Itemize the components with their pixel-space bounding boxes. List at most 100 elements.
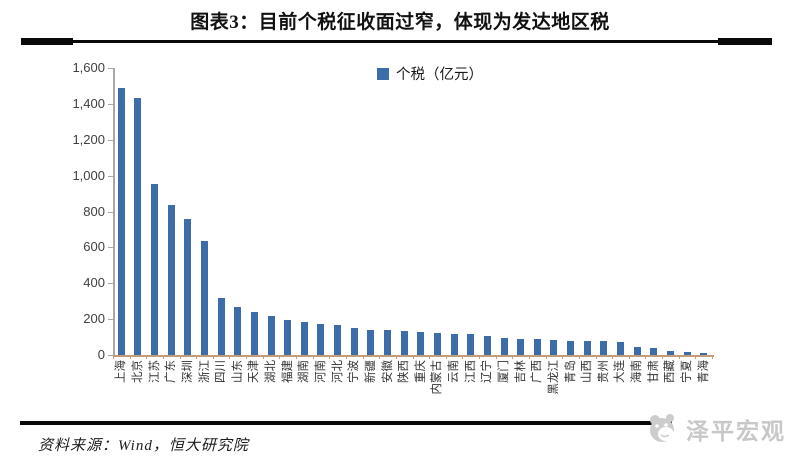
x-axis-tick [495,355,497,359]
x-axis-tick [146,355,148,359]
y-axis-label: 200 [83,311,105,327]
bar [234,307,242,355]
x-axis-tick [662,355,664,359]
x-axis-label: 贵州 [597,360,610,383]
bar [550,340,558,355]
x-axis-tick [129,355,131,359]
x-axis-tick [179,355,181,359]
y-axis-tick [108,139,113,141]
x-axis-label: 河北 [331,360,344,383]
x-axis-label: 山西 [581,360,594,383]
x-axis-label: 青海 [697,360,710,383]
x-axis-tick [229,355,231,359]
bar [184,219,192,355]
bar [517,339,525,355]
y-axis-line [113,68,115,357]
bar [500,338,508,355]
bar [384,330,392,355]
bar [167,205,175,355]
x-axis-tick [528,355,530,359]
x-axis-tick [595,355,597,359]
bar [650,348,658,355]
x-axis-label: 宁夏 [681,360,694,383]
x-axis-tick [246,355,248,359]
y-axis-label: 1,600 [72,60,105,75]
x-axis-label: 宁波 [348,360,361,383]
bar [666,351,674,355]
figure-title: 图表3：目前个税征收面过窄，体现为发达地区税 [190,12,610,33]
bar [583,341,591,355]
x-axis-label: 江西 [464,360,477,383]
panda-logo-icon [650,414,674,442]
divider-cap-right [718,38,772,45]
x-axis-label: 天津 [248,360,261,383]
y-axis-label: 1,000 [72,167,105,183]
bar [367,330,375,355]
top-divider [0,37,800,46]
bar [134,98,142,355]
bar [700,353,708,355]
legend-marker-icon [377,67,389,80]
x-axis-label: 内蒙古 [431,360,444,395]
x-axis-tick [628,355,630,359]
bottom-divider [20,421,672,425]
bar [433,333,441,355]
bar [417,332,425,355]
bar [267,316,275,355]
x-axis-label: 新疆 [364,360,377,383]
x-axis-tick [296,355,298,359]
x-axis-tick [712,355,713,359]
legend-label: 个税（亿元） [396,67,483,83]
x-axis-label: 安徽 [381,360,394,383]
x-axis-label: 山东 [231,360,244,383]
x-axis-label: 广西 [531,360,544,383]
bar [151,184,159,355]
bar [350,328,358,355]
x-axis-label: 黑龙江 [547,360,560,395]
bar [533,339,541,355]
x-axis-tick [578,355,580,359]
x-axis-tick [445,355,447,359]
y-axis-label: 1,400 [72,95,105,111]
y-axis-tick [108,247,113,249]
x-axis-label: 河南 [314,360,327,383]
x-axis-label: 陕西 [398,360,411,383]
bar [284,320,292,355]
chart-legend: 个税（亿元） [377,63,483,84]
x-axis-tick [645,355,647,359]
source-note: 资料来源：Wind，恒大研究院 [38,438,249,454]
bar [616,342,624,355]
x-axis-label: 北京 [131,360,144,383]
x-axis-tick [279,355,281,359]
x-axis-tick [429,355,431,359]
bar [467,334,475,355]
x-axis-tick [395,355,397,359]
x-axis-tick [462,355,464,359]
x-axis-label: 浙江 [198,360,211,383]
y-axis-tick [108,283,113,285]
y-axis-label: 0 [97,347,105,362]
bar [317,324,325,355]
y-axis-label: 1,200 [72,131,105,147]
bar [300,322,308,355]
x-axis-tick [329,355,331,359]
x-axis-label: 湖南 [298,360,311,383]
x-axis-tick [312,355,314,359]
bar [600,341,608,355]
x-axis-label: 青岛 [564,360,577,383]
x-axis-label: 辽宁 [481,360,494,383]
x-axis-label: 上海 [115,360,128,383]
bar [483,336,491,355]
x-axis-tick [345,355,347,359]
y-axis-tick [108,68,113,69]
x-axis-line [113,355,714,357]
x-axis-tick [678,355,680,359]
x-axis-label: 四川 [215,360,228,383]
x-axis-label: 吉林 [514,360,527,383]
y-axis-label: 800 [83,203,105,219]
bar [633,347,641,355]
divider-line [21,40,772,43]
x-axis-label: 海南 [631,360,644,383]
